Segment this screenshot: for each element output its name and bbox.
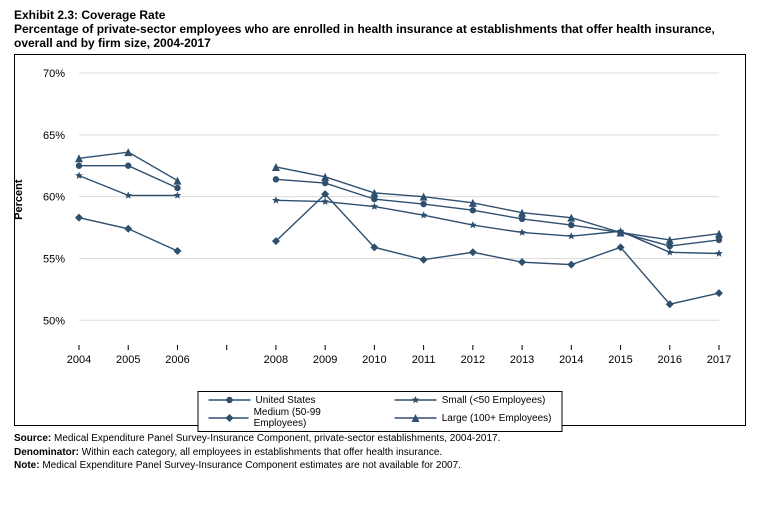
svg-text:2013: 2013 (510, 354, 534, 366)
svg-text:2017: 2017 (707, 354, 731, 366)
svg-text:2006: 2006 (165, 354, 189, 366)
plot-area: 50%55%60%65%70%2004200520062008200920102… (69, 65, 729, 375)
svg-text:2014: 2014 (559, 354, 583, 366)
y-axis-label: Percent (13, 179, 25, 219)
legend-item: Small (<50 Employees) (395, 394, 552, 406)
svg-text:2010: 2010 (362, 354, 386, 366)
footnotes: Source: Medical Expenditure Panel Survey… (14, 432, 744, 473)
legend: United States Small (<50 Employees) Medium… (198, 391, 563, 432)
svg-text:2005: 2005 (116, 354, 140, 366)
chart-title-line2: Percentage of private-sector employees w… (14, 22, 744, 50)
svg-text:50%: 50% (43, 315, 65, 327)
svg-text:2009: 2009 (313, 354, 337, 366)
svg-text:2004: 2004 (67, 354, 91, 366)
svg-text:2012: 2012 (461, 354, 485, 366)
legend-item: Medium (50-99 Employees) (209, 407, 371, 429)
legend-label: Medium (50-99 Employees) (254, 407, 371, 429)
legend-item: United States (209, 394, 371, 406)
svg-text:55%: 55% (43, 253, 65, 265)
svg-text:65%: 65% (43, 130, 65, 142)
note-text: Medical Expenditure Panel Survey-Insuran… (40, 460, 461, 471)
legend-label: Large (100+ Employees) (442, 413, 552, 424)
svg-text:2016: 2016 (658, 354, 682, 366)
svg-text:2015: 2015 (608, 354, 632, 366)
legend-label: Small (<50 Employees) (442, 395, 546, 406)
note-label: Note: (14, 460, 40, 471)
chart-svg: 50%55%60%65%70%2004200520062008200920102… (69, 65, 729, 375)
chart-title-line1: Exhibit 2.3: Coverage Rate (14, 8, 744, 22)
legend-item: Large (100+ Employees) (395, 407, 552, 429)
svg-text:70%: 70% (43, 68, 65, 80)
denom-label: Denominator: (14, 447, 79, 458)
source-label: Source: (14, 433, 51, 444)
denom-text: Within each category, all employees in e… (79, 447, 442, 458)
svg-text:2011: 2011 (412, 354, 436, 366)
svg-text:2008: 2008 (264, 354, 288, 366)
legend-label: United States (256, 395, 316, 406)
chart-container: Percent 50% 55% 60% 65% 70% 2004 2005 2006 2008 2… (14, 54, 746, 426)
source-text: Medical Expenditure Panel Survey-Insuran… (51, 433, 500, 444)
svg-text:60%: 60% (43, 192, 65, 204)
